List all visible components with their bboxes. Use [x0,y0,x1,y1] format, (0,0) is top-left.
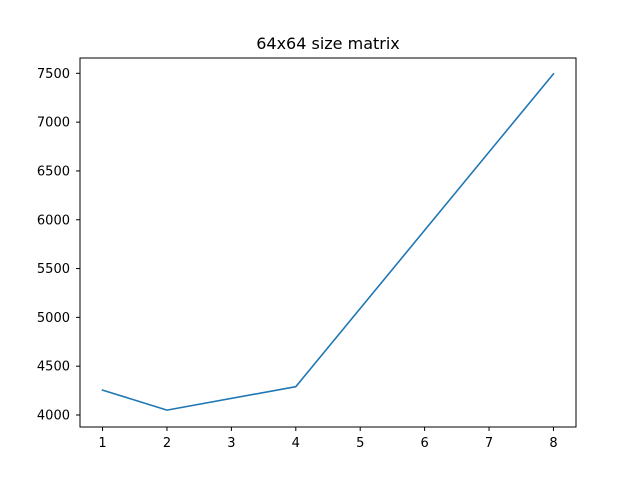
y-tick-label: 4500 [37,360,70,375]
y-axis: 4000 4500 5000 5500 6000 6500 7000 7500 [37,67,80,423]
y-tick-label: 7000 [37,116,70,131]
x-tick-label: 6 [420,436,428,451]
axes-frame [79,57,577,428]
x-tick-label: 8 [549,436,557,451]
y-tick-label: 6500 [37,164,70,179]
series-line [101,72,555,411]
x-tick-label: 7 [485,436,493,451]
y-tick-label: 5000 [37,311,70,326]
x-axis: 1 2 3 4 5 6 7 8 [98,427,558,451]
x-tick-label: 2 [163,436,171,451]
x-tick-label: 1 [98,436,106,451]
y-tick-label: 5500 [37,262,70,277]
x-tick-label: 3 [227,436,235,451]
y-tick-label: 7500 [37,67,70,82]
y-tick-label: 6000 [37,213,70,228]
series-group [101,72,555,411]
x-tick-label: 4 [292,436,300,451]
x-tick-label: 5 [356,436,364,451]
y-tick-label: 4000 [37,408,70,423]
plot-area: 1 2 3 4 5 6 7 8 4000 4500 5000 5500 6000 6500 7000 750… [37,57,577,451]
chart-title: 64x64 size matrix [256,34,400,53]
